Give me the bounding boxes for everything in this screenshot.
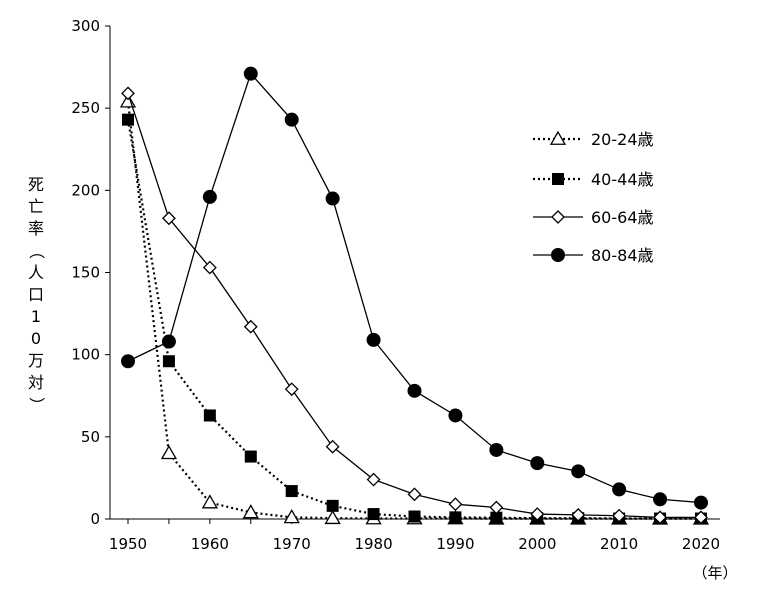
data-point bbox=[325, 191, 340, 206]
series-line bbox=[126, 101, 701, 520]
x-tick-label: 2020 bbox=[682, 535, 720, 553]
data-point bbox=[283, 509, 300, 524]
legend-marker bbox=[552, 173, 564, 185]
legend-entry: 20-24歳 bbox=[533, 130, 654, 149]
data-point bbox=[202, 260, 217, 275]
y-axis-label-char: 対 bbox=[28, 373, 44, 392]
data-point bbox=[285, 485, 298, 498]
y-axis-label-char: 率 bbox=[28, 219, 44, 238]
x-tick-label: 1960 bbox=[191, 535, 229, 553]
data-point bbox=[490, 511, 503, 524]
data-point bbox=[694, 510, 708, 525]
y-tick-label: 150 bbox=[71, 264, 100, 282]
legend-label: 40-44歳 bbox=[591, 170, 654, 189]
data-point bbox=[325, 439, 340, 454]
y-axis-label-char: 口 bbox=[28, 285, 44, 304]
x-tick-label: 2010 bbox=[600, 535, 638, 553]
data-point bbox=[284, 382, 299, 397]
data-point bbox=[367, 508, 380, 521]
y-tick-label: 0 bbox=[90, 510, 100, 528]
legend-marker bbox=[551, 210, 565, 224]
series-line bbox=[127, 93, 701, 519]
data-point bbox=[407, 487, 422, 502]
y-tick-label: 300 bbox=[71, 17, 100, 35]
y-axis-label-char: 亡 bbox=[28, 197, 44, 216]
data-point bbox=[201, 494, 218, 509]
data-point bbox=[530, 507, 545, 521]
x-tick-label: 1970 bbox=[273, 535, 311, 553]
data-point bbox=[160, 444, 178, 460]
axes bbox=[109, 26, 720, 520]
y-tick-label: 250 bbox=[71, 99, 100, 117]
y-axis-label-char: 万 bbox=[28, 351, 44, 370]
legend-label: 80-84歳 bbox=[591, 246, 654, 265]
data-point bbox=[243, 66, 258, 81]
legend-entry: 60-64歳 bbox=[533, 208, 654, 227]
y-axis-label-char: 0 bbox=[31, 329, 41, 348]
x-tick-label: 2000 bbox=[518, 535, 556, 553]
x-tick-label: 1980 bbox=[354, 535, 392, 553]
data-point bbox=[448, 408, 463, 423]
data-point bbox=[653, 510, 667, 525]
data-point bbox=[202, 189, 217, 204]
y-tick-label: 200 bbox=[71, 181, 100, 199]
data-point bbox=[243, 319, 258, 334]
y-axis-label-char: 死 bbox=[28, 175, 44, 194]
legend-marker bbox=[551, 248, 565, 262]
data-point bbox=[366, 472, 381, 487]
data-point bbox=[244, 450, 257, 463]
y-axis-label-char: 1 bbox=[31, 307, 41, 326]
data-point bbox=[408, 510, 421, 523]
y-axis-label-char: （ bbox=[27, 243, 46, 259]
series-group bbox=[119, 66, 710, 525]
data-point bbox=[326, 499, 339, 512]
legend-label: 20-24歳 bbox=[591, 130, 654, 149]
legend: 20-24歳 40-44歳 60-64歳 80-84歳 bbox=[533, 130, 654, 265]
data-point bbox=[653, 492, 668, 507]
data-point bbox=[324, 509, 341, 525]
data-point bbox=[489, 442, 504, 457]
data-point bbox=[121, 86, 135, 101]
y-axis-label-char: 人 bbox=[28, 263, 44, 282]
data-point bbox=[571, 507, 586, 522]
y-ticks: 0 50 100 150 200 250 300 bbox=[71, 17, 110, 528]
data-point bbox=[162, 211, 176, 226]
legend-marker bbox=[549, 130, 567, 145]
x-tick-label: 1950 bbox=[109, 535, 147, 553]
series-3 bbox=[121, 86, 708, 525]
data-point bbox=[694, 495, 708, 510]
data-point bbox=[449, 511, 462, 524]
data-point bbox=[284, 112, 299, 127]
series-4 bbox=[121, 66, 708, 510]
legend-label: 60-64歳 bbox=[591, 208, 654, 227]
data-point bbox=[366, 332, 381, 347]
y-tick-label: 50 bbox=[81, 428, 100, 446]
data-point bbox=[489, 500, 504, 515]
data-point bbox=[612, 508, 627, 523]
x-axis-unit: （年） bbox=[692, 564, 737, 582]
y-axis-label-char: ） bbox=[27, 397, 46, 413]
data-point bbox=[407, 383, 422, 398]
legend-entry: 40-44歳 bbox=[533, 170, 654, 189]
series-1 bbox=[119, 93, 710, 525]
x-tick-label: 1990 bbox=[436, 535, 474, 553]
data-point bbox=[161, 334, 176, 349]
data-point bbox=[612, 482, 627, 497]
data-point bbox=[122, 113, 134, 126]
data-point bbox=[162, 355, 175, 368]
y-tick-label: 100 bbox=[71, 346, 100, 364]
data-point bbox=[242, 504, 259, 519]
data-point bbox=[121, 354, 135, 369]
legend-entry: 80-84歳 bbox=[533, 246, 654, 265]
y-axis-label: 死亡率 （ 人口 1 0 万対 ） bbox=[27, 175, 46, 413]
data-point bbox=[448, 497, 463, 512]
data-point bbox=[203, 409, 216, 422]
data-point bbox=[571, 464, 586, 479]
data-point bbox=[530, 456, 545, 471]
